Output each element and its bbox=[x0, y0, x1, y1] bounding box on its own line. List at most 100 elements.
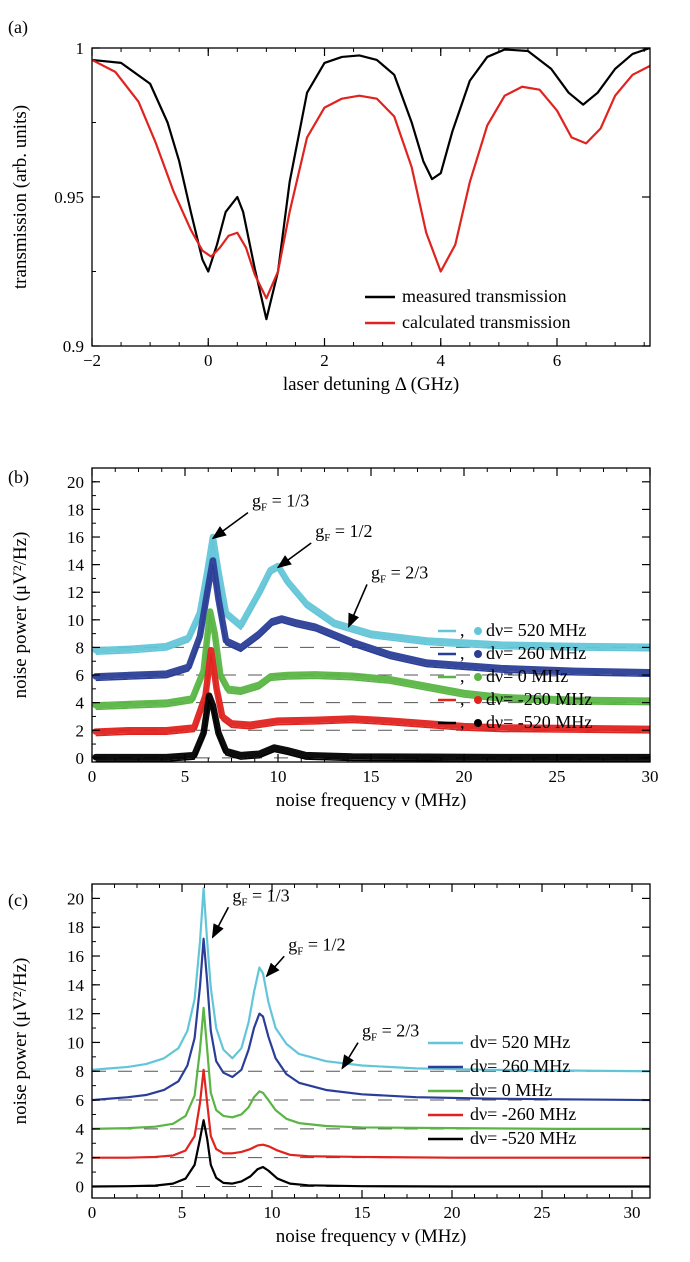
chart-panel-a: (a) −2 0 2 4 6 0.9 0.95 1 laser detuning Δ (GHz) t… bbox=[8, 17, 651, 395]
series-group bbox=[92, 887, 650, 1188]
legend-label-3: dν= -260 MHz bbox=[486, 689, 592, 709]
x-tick-label: 10 bbox=[270, 767, 287, 786]
y-tick-label: 20 bbox=[67, 473, 84, 492]
y-tick-label: 0 bbox=[76, 749, 85, 768]
annotation-label: gF = 1/3 bbox=[252, 491, 309, 514]
y-tick-label: 18 bbox=[67, 918, 84, 937]
x-tick-label: 4 bbox=[437, 351, 446, 370]
legend-marker-1 bbox=[474, 650, 482, 658]
legend: dν= 520 MHz dν= 260 MHz dν= 0 MHz dν= -260 … bbox=[428, 1032, 576, 1148]
annotation-arrow bbox=[341, 1042, 359, 1070]
x-axis-label: noise frequency ν (MHz) bbox=[276, 1226, 467, 1247]
series-points-3 bbox=[92, 646, 650, 735]
x-tick-label: 10 bbox=[264, 1203, 281, 1222]
legend: , dν= 520 MHz, dν= 260 MHz, dν= 0 MHz, dν= -… bbox=[438, 620, 592, 732]
y-tick-label: 10 bbox=[67, 611, 84, 630]
series-fit-3 bbox=[95, 653, 650, 737]
x-tick-label: 0 bbox=[88, 767, 97, 786]
y-tick-label: 12 bbox=[67, 1005, 84, 1024]
legend-separator: , bbox=[460, 643, 465, 663]
y-axis-label: noise power (μV²/Hz) bbox=[10, 958, 31, 1125]
y-tick-label: 20 bbox=[67, 889, 84, 908]
legend-separator: , bbox=[460, 666, 465, 686]
y-tick-label: 14 bbox=[67, 976, 85, 995]
series-fit-2 bbox=[95, 614, 650, 711]
annotation-rest: = 1/2 bbox=[303, 934, 345, 954]
legend: measured transmission calculated transmis… bbox=[365, 286, 570, 332]
x-tick-label: 0 bbox=[204, 351, 213, 370]
annotation-label: gF = 1/2 bbox=[315, 521, 372, 544]
legend-label-0: measured transmission bbox=[402, 286, 566, 306]
series-line-3 bbox=[92, 1068, 650, 1159]
x-tick-label: 6 bbox=[553, 351, 562, 370]
legend-separator: , bbox=[460, 689, 465, 709]
series-fit-4 bbox=[95, 698, 650, 762]
legend-label-4: dν= -520 MHz bbox=[470, 1128, 576, 1148]
legend-marker-2 bbox=[474, 673, 482, 681]
legend-label-2: dν= 0 MHz bbox=[470, 1080, 552, 1100]
panel-label: (c) bbox=[8, 890, 28, 911]
annotation-g: g bbox=[362, 1021, 371, 1041]
x-tick-label: 5 bbox=[181, 767, 190, 786]
y-tick-label: 2 bbox=[76, 1149, 85, 1168]
annotation-g: g bbox=[232, 885, 241, 905]
x-tick-label: 15 bbox=[363, 767, 380, 786]
series-fit-1 bbox=[95, 563, 650, 682]
y-axis-label: noise power (μV²/Hz) bbox=[10, 532, 31, 699]
annotation-sub: F bbox=[297, 945, 303, 957]
series-points-1 bbox=[92, 557, 650, 680]
y-tick-label: 16 bbox=[67, 528, 84, 547]
annotation-arrow bbox=[211, 512, 249, 540]
annotation-rest: = 2/3 bbox=[377, 1021, 419, 1041]
annotation-sub: F bbox=[261, 502, 267, 514]
series-line-1 bbox=[92, 937, 650, 1102]
x-tick-label: 25 bbox=[549, 767, 566, 786]
y-tick-label: 12 bbox=[67, 583, 84, 602]
legend-label-4: dν= -520 MHz bbox=[486, 712, 592, 732]
annotation-arrow bbox=[276, 542, 312, 569]
annotation-g: g bbox=[288, 934, 297, 954]
series-line-0 bbox=[92, 48, 650, 321]
series-group bbox=[92, 533, 650, 762]
legend-label-0: dν= 520 MHz bbox=[486, 620, 586, 640]
y-tick-label: 2 bbox=[76, 721, 85, 740]
x-axis-label: noise frequency ν (MHz) bbox=[276, 790, 467, 811]
annotation-arrow bbox=[347, 584, 368, 629]
annotation-sub: F bbox=[371, 1032, 377, 1044]
panel-label: (b) bbox=[8, 467, 29, 488]
x-tick-label: 30 bbox=[642, 767, 659, 786]
series-fit-0 bbox=[95, 540, 650, 655]
annotation-rest: = 1/3 bbox=[267, 491, 309, 511]
y-tick-label: 6 bbox=[76, 1091, 85, 1110]
annotation-arrow bbox=[211, 906, 230, 939]
y-tick-label: 4 bbox=[76, 1120, 85, 1139]
x-tick-label: −2 bbox=[83, 351, 101, 370]
y-tick-label: 6 bbox=[76, 666, 85, 685]
annotation-arrow bbox=[265, 955, 285, 978]
series-line-0 bbox=[92, 887, 650, 1073]
y-axis-label: transmission (arb. units) bbox=[10, 105, 31, 289]
series-group bbox=[92, 48, 650, 321]
legend-separator: , bbox=[460, 712, 465, 732]
legend-label-2: dν= 0 MHz bbox=[486, 666, 568, 686]
x-tick-label: 2 bbox=[320, 351, 329, 370]
annotation-rest: = 1/2 bbox=[330, 521, 372, 541]
annotation-label: gF = 2/3 bbox=[371, 562, 428, 585]
y-tick-label: 18 bbox=[67, 500, 84, 519]
annotation-label: gF = 1/3 bbox=[232, 885, 289, 908]
y-tick-label: 16 bbox=[67, 947, 84, 966]
annotation-sub: F bbox=[380, 573, 386, 585]
annotation-rest: = 2/3 bbox=[386, 562, 428, 582]
legend-label-3: dν= -260 MHz bbox=[470, 1104, 576, 1124]
legend-label-1: calculated transmission bbox=[402, 312, 570, 332]
chart-panel-b: (b) 0 5 10 15 20 25 30 0 2 4 6 8 10 12 14 16 18 20 noise fr… bbox=[8, 467, 659, 811]
x-tick-label: 30 bbox=[624, 1203, 641, 1222]
series-line-4 bbox=[92, 1119, 650, 1188]
annotation-label: gF = 1/2 bbox=[288, 934, 345, 957]
y-tick-label: 4 bbox=[76, 694, 85, 713]
legend-label-0: dν= 520 MHz bbox=[470, 1032, 570, 1052]
x-tick-label: 0 bbox=[88, 1203, 97, 1222]
y-tick-label: 0.95 bbox=[54, 188, 84, 207]
annotation-g: g bbox=[252, 491, 261, 511]
